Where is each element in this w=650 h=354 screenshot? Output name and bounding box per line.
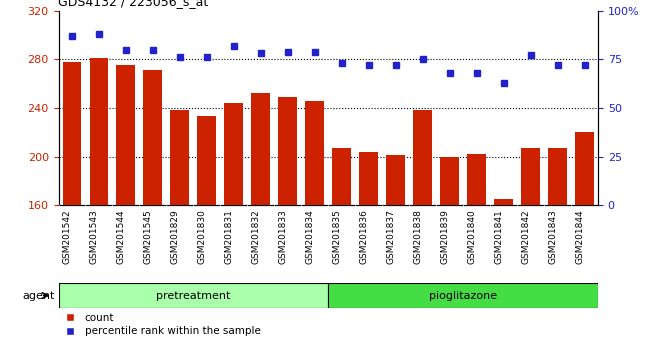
Text: GSM201829: GSM201829 [171, 209, 180, 264]
Text: GSM201545: GSM201545 [144, 209, 153, 264]
Text: pioglitazone: pioglitazone [429, 291, 497, 301]
Bar [359, 152, 378, 205]
Bar [386, 155, 405, 205]
Text: agent: agent [23, 291, 55, 301]
Text: GSM201841: GSM201841 [495, 209, 504, 264]
FancyBboxPatch shape [328, 283, 598, 308]
Text: GSM201831: GSM201831 [225, 209, 234, 264]
Text: GSM201836: GSM201836 [359, 209, 369, 264]
Bar [198, 116, 216, 205]
Text: GSM201835: GSM201835 [333, 209, 342, 264]
Text: GSM201839: GSM201839 [441, 209, 450, 264]
Text: GSM201838: GSM201838 [413, 209, 423, 264]
Bar [252, 93, 270, 205]
Text: pretreatment: pretreatment [156, 291, 231, 301]
Bar [521, 148, 540, 205]
Bar [332, 148, 351, 205]
Bar [90, 58, 109, 205]
Text: GSM201544: GSM201544 [117, 209, 126, 264]
Text: GSM201543: GSM201543 [90, 209, 99, 264]
Bar [413, 110, 432, 205]
Legend: count, percentile rank within the sample: count, percentile rank within the sample [64, 313, 261, 336]
Text: GDS4132 / 223056_s_at: GDS4132 / 223056_s_at [58, 0, 209, 8]
Text: GSM201840: GSM201840 [467, 209, 476, 264]
Bar [144, 70, 162, 205]
Bar [170, 110, 189, 205]
Text: GSM201834: GSM201834 [306, 209, 315, 264]
Bar [548, 148, 567, 205]
Bar [494, 199, 513, 205]
Text: GSM201844: GSM201844 [575, 209, 584, 264]
Text: GSM201837: GSM201837 [387, 209, 396, 264]
Text: GSM201542: GSM201542 [63, 209, 72, 264]
Text: GSM201830: GSM201830 [198, 209, 207, 264]
Text: GSM201832: GSM201832 [252, 209, 261, 264]
Bar [116, 65, 135, 205]
Text: GSM201843: GSM201843 [549, 209, 558, 264]
Text: GSM201833: GSM201833 [279, 209, 288, 264]
Bar [575, 132, 594, 205]
Text: GSM201842: GSM201842 [521, 209, 530, 264]
Bar [62, 62, 81, 205]
Bar [467, 154, 486, 205]
Bar [278, 97, 297, 205]
Bar [440, 156, 459, 205]
FancyBboxPatch shape [58, 283, 328, 308]
Bar [224, 103, 243, 205]
Bar [306, 101, 324, 205]
